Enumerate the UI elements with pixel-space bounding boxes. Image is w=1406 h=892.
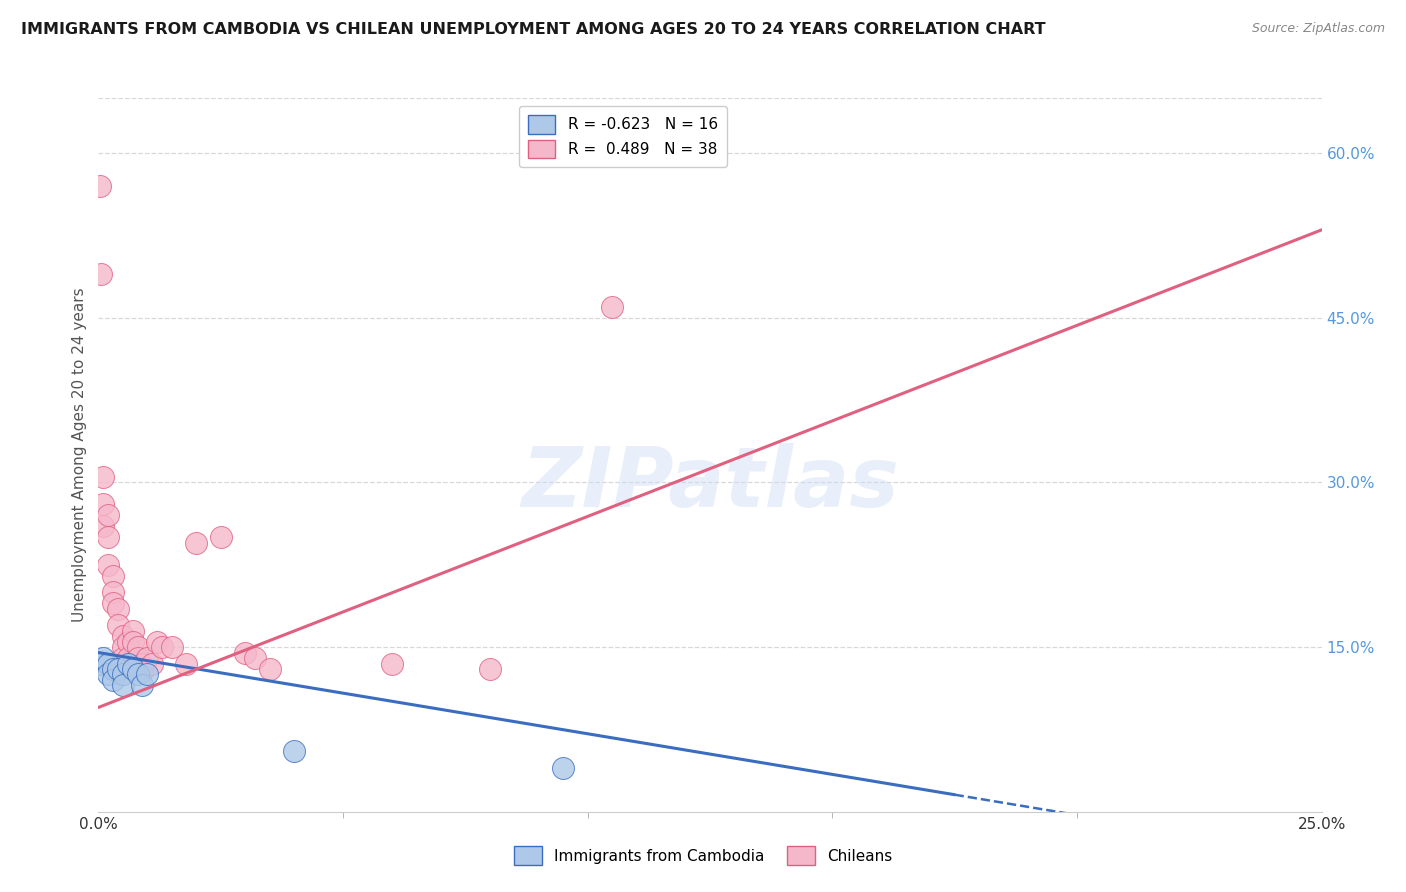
Point <box>107 662 129 676</box>
Point <box>90 267 112 281</box>
Point <box>97 667 120 681</box>
Point <box>111 678 134 692</box>
Point <box>91 651 114 665</box>
Y-axis label: Unemployment Among Ages 20 to 24 years: Unemployment Among Ages 20 to 24 years <box>72 287 87 623</box>
Point <box>111 629 134 643</box>
Point <box>146 634 169 648</box>
Point <box>283 744 305 758</box>
Point <box>97 657 120 671</box>
Point <box>111 667 134 681</box>
Text: IMMIGRANTS FROM CAMBODIA VS CHILEAN UNEMPLOYMENT AMONG AGES 20 TO 24 YEARS CORRE: IMMIGRANTS FROM CAMBODIA VS CHILEAN UNEM… <box>21 22 1046 37</box>
Point <box>101 662 124 676</box>
Point <box>553 761 575 775</box>
Point <box>131 664 153 678</box>
Point <box>131 678 153 692</box>
Point <box>91 470 114 484</box>
Point <box>97 508 120 523</box>
Point <box>111 640 134 654</box>
Point <box>136 667 159 681</box>
Point <box>176 657 198 671</box>
Point <box>91 519 114 533</box>
Point <box>117 651 139 665</box>
Point <box>111 651 134 665</box>
Point <box>233 646 256 660</box>
Point <box>127 667 149 681</box>
Point <box>101 585 124 599</box>
Point <box>121 634 143 648</box>
Point <box>97 530 120 544</box>
Point <box>101 673 124 687</box>
Point <box>117 657 139 671</box>
Point <box>127 640 149 654</box>
Point <box>127 651 149 665</box>
Text: ZIPatlas: ZIPatlas <box>522 443 898 524</box>
Point <box>136 651 159 665</box>
Point <box>131 657 153 671</box>
Point <box>150 640 173 654</box>
Point <box>381 657 404 671</box>
Legend: R = -0.623   N = 16, R =  0.489   N = 38: R = -0.623 N = 16, R = 0.489 N = 38 <box>519 106 727 168</box>
Point <box>107 601 129 615</box>
Point <box>141 657 163 671</box>
Point <box>101 568 124 582</box>
Point <box>97 558 120 572</box>
Point <box>121 624 143 638</box>
Point <box>243 651 266 665</box>
Point <box>478 662 501 676</box>
Point <box>90 657 112 671</box>
Point <box>101 596 124 610</box>
Point <box>186 535 208 549</box>
Point <box>160 640 183 654</box>
Text: Source: ZipAtlas.com: Source: ZipAtlas.com <box>1251 22 1385 36</box>
Point <box>259 662 281 676</box>
Point <box>107 618 129 632</box>
Point <box>209 530 232 544</box>
Point <box>600 300 623 314</box>
Legend: Immigrants from Cambodia, Chileans: Immigrants from Cambodia, Chileans <box>508 840 898 871</box>
Point <box>117 634 139 648</box>
Point <box>89 178 111 193</box>
Point <box>121 662 143 676</box>
Point <box>91 497 114 511</box>
